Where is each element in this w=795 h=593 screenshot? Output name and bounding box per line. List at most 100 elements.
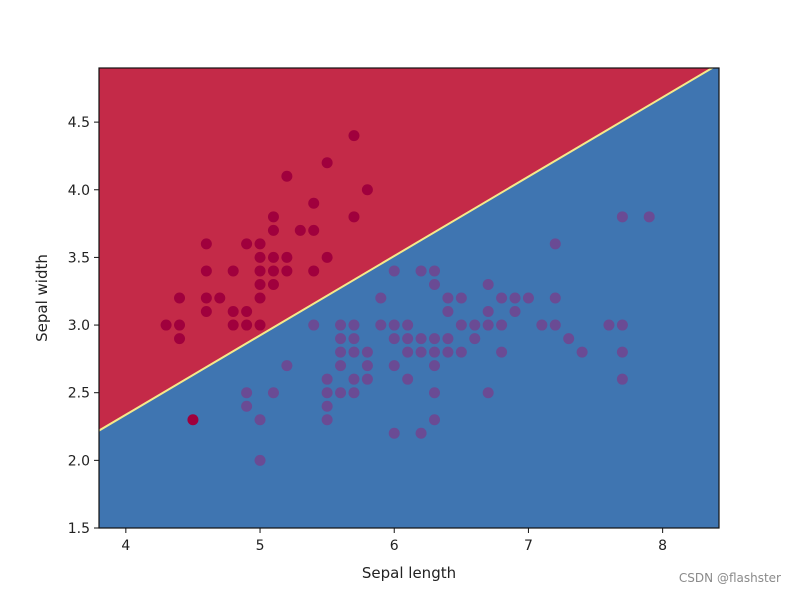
data-point-s0-4 (187, 414, 199, 426)
data-point-s0-16 (254, 319, 266, 331)
data-point-s0-20 (254, 251, 266, 263)
data-point-s1-30 (388, 265, 400, 277)
data-point-s1-40 (428, 387, 440, 399)
data-point-s0-2 (174, 319, 186, 331)
data-point-s0-18 (254, 278, 266, 290)
data-point-s1-13 (335, 346, 347, 358)
data-point-s1-64 (522, 292, 534, 304)
data-point-s1-37 (415, 333, 427, 345)
data-point-s1-74 (616, 319, 628, 331)
data-point-s0-31 (308, 265, 320, 277)
data-point-s0-27 (281, 265, 293, 277)
data-point-s1-0 (241, 400, 253, 412)
y-axis: 1.5 2.0 2.5 3.0 3.5 4.0 4.5 (68, 115, 99, 537)
x-axis: 4 5 6 7 8 (121, 528, 667, 554)
data-point-s1-70 (576, 346, 588, 358)
data-point-s0-8 (200, 238, 212, 250)
data-point-s1-55 (482, 387, 494, 399)
y-axis-label: Sepal width (33, 254, 51, 342)
decision-boundary-line (99, 68, 715, 432)
data-point-s1-76 (643, 211, 655, 223)
data-point-s1-3 (254, 414, 266, 426)
data-point-s0-28 (281, 251, 293, 263)
data-point-s1-34 (402, 319, 414, 331)
data-point-s0-36 (348, 211, 360, 223)
watermark: CSDN @flashster (678, 571, 781, 585)
data-point-s0-11 (227, 306, 239, 318)
plot-area (99, 68, 719, 528)
x-tick-label-2: 6 (390, 538, 399, 554)
data-point-s0-29 (281, 170, 293, 182)
data-point-s1-17 (348, 373, 360, 385)
data-point-s0-34 (321, 251, 333, 263)
x-axis-label: Sepal length (362, 564, 456, 582)
data-point-s1-45 (428, 265, 440, 277)
data-point-s0-3 (174, 292, 186, 304)
data-point-s0-6 (200, 292, 212, 304)
data-point-s0-26 (267, 211, 279, 223)
data-point-s1-49 (442, 292, 454, 304)
data-point-s1-54 (469, 319, 481, 331)
y-tick-label-5: 4.0 (68, 183, 90, 199)
data-point-s1-9 (321, 387, 333, 399)
data-point-s1-62 (509, 306, 521, 318)
data-point-s1-19 (348, 333, 360, 345)
data-point-s1-35 (415, 427, 427, 439)
data-point-s1-72 (616, 373, 628, 385)
data-point-s1-67 (549, 292, 561, 304)
data-point-s1-21 (361, 373, 373, 385)
data-point-s1-42 (428, 346, 440, 358)
data-point-s0-19 (254, 265, 266, 277)
data-point-s1-5 (281, 360, 293, 372)
data-point-s1-56 (482, 319, 494, 331)
data-point-s1-65 (536, 319, 548, 331)
data-point-s0-13 (241, 319, 253, 331)
data-point-s1-59 (496, 346, 508, 358)
data-point-s1-1 (241, 387, 253, 399)
data-point-s1-57 (482, 306, 494, 318)
x-tick-label-1: 5 (256, 538, 265, 554)
data-point-s0-22 (267, 278, 279, 290)
data-point-s1-8 (321, 400, 333, 412)
x-tick-label-0: 4 (121, 538, 130, 554)
data-point-s1-32 (402, 346, 414, 358)
data-point-s1-25 (375, 292, 387, 304)
data-point-s0-37 (348, 130, 360, 142)
data-point-s1-43 (428, 333, 440, 345)
x-tick-label-3: 7 (524, 538, 533, 554)
scatter-points (160, 130, 655, 466)
data-point-s1-51 (455, 319, 467, 331)
data-point-s1-66 (549, 319, 561, 331)
data-point-s0-23 (267, 265, 279, 277)
data-point-s1-28 (388, 333, 400, 345)
data-point-s1-20 (348, 319, 360, 331)
data-point-s0-33 (308, 197, 320, 209)
data-point-s0-38 (361, 184, 373, 196)
data-point-s0-1 (174, 333, 186, 345)
data-point-s1-36 (415, 346, 427, 358)
data-point-s0-30 (294, 224, 306, 236)
data-point-s1-22 (361, 360, 373, 372)
data-point-s1-23 (361, 346, 373, 358)
data-point-s1-2 (254, 454, 266, 466)
data-point-s1-47 (442, 333, 454, 345)
y-tick-label-2: 2.5 (68, 386, 90, 402)
data-point-s0-9 (214, 292, 226, 304)
data-point-s1-16 (348, 387, 360, 399)
data-point-s1-50 (455, 346, 467, 358)
data-point-s1-33 (402, 333, 414, 345)
y-tick-label-3: 3.0 (68, 318, 90, 334)
y-tick-label-1: 2.0 (68, 453, 90, 469)
data-point-s1-24 (375, 319, 387, 331)
data-point-s0-21 (254, 238, 266, 250)
data-point-s0-35 (321, 157, 333, 169)
data-point-s1-26 (388, 427, 400, 439)
data-point-s1-31 (402, 373, 414, 385)
data-point-s1-60 (496, 319, 508, 331)
data-point-s0-0 (160, 319, 172, 331)
data-point-s1-27 (388, 360, 400, 372)
data-point-s0-15 (241, 238, 253, 250)
y-tick-label-0: 1.5 (68, 521, 90, 537)
data-point-s1-4 (267, 387, 279, 399)
